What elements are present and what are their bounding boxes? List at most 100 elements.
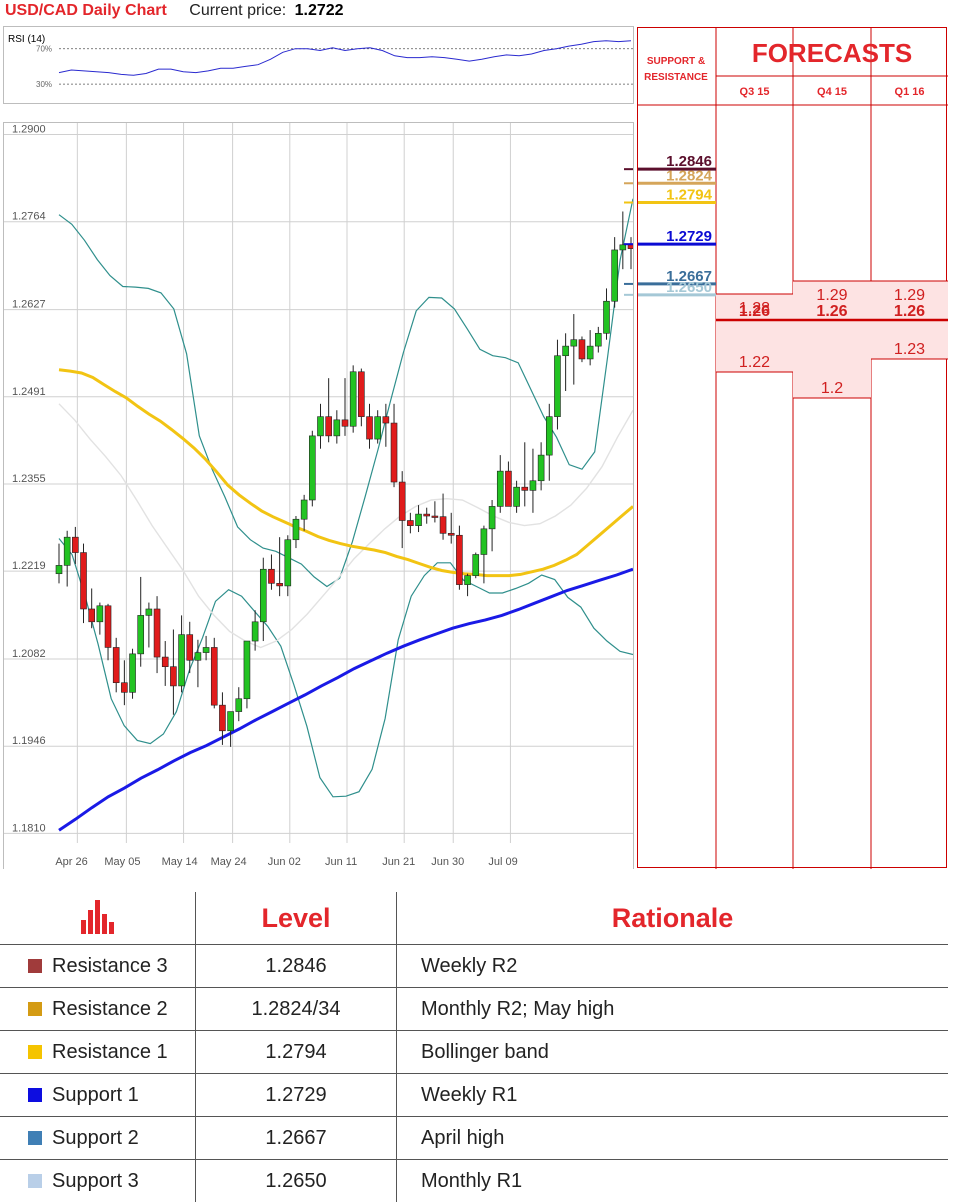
candle-body [603,301,609,333]
level-name: Resistance 3 [52,955,168,977]
level-value: 1.2729 [196,1074,397,1117]
price-chart: 1.29001.27641.26271.24911.23551.22191.20… [4,123,633,869]
level-name-cell: Support 1 [0,1074,196,1117]
candle-body [228,712,234,731]
candle-body [81,553,87,609]
candle-body [219,705,225,731]
level-name: Support 1 [52,1084,139,1106]
candle-body [285,540,291,586]
chart-header: USD/CAD Daily Chart Current price: 1.272… [5,2,344,24]
x-tick-label: Apr 26 [55,856,87,868]
candle-body [375,417,381,439]
forecast-mid-value: 1.26 [739,303,770,320]
level-value: 1.2794 [196,1031,397,1074]
bollinger-upper-line [59,199,633,587]
candle-body [391,423,397,482]
table-header-row: Level Rationale [0,892,948,945]
level-rationale: April high [397,1117,949,1160]
candle-body [72,537,78,552]
x-tick-label: May 24 [211,856,247,868]
candle-body [146,609,152,615]
pair-title: USD/CAD Daily Chart [5,2,167,19]
y-tick-label: 1.2219 [12,560,46,572]
forecast-high-value: 1.29 [816,287,847,304]
candle-body [187,635,193,661]
candle-body [56,565,62,573]
current-price-label: Current price: [189,2,286,19]
y-tick-label: 1.2764 [12,211,46,223]
candle-body [505,471,511,506]
level-value: 1.2846 [196,945,397,988]
y-tick-label: 1.2491 [12,386,46,398]
level-color-swatch [28,1174,42,1188]
y-tick-label: 1.1946 [12,735,46,747]
candle-body [358,372,364,417]
moving-average-yellow-line [59,370,633,576]
candle-body [121,683,127,693]
level-name: Support 3 [52,1170,139,1192]
candle-body [571,340,577,346]
rsi-30-label: 30% [36,80,52,89]
candle-body [514,487,520,506]
x-tick-label: Jun 02 [268,856,301,868]
x-tick-label: Jun 21 [382,856,415,868]
candle-body [628,245,633,249]
candle-body [89,609,95,622]
rationale-header: Rationale [397,892,949,945]
level-color-swatch [28,1088,42,1102]
forecast-low-value: 1.23 [894,341,925,358]
candle-body [554,356,560,417]
candle-body [211,647,217,705]
level-color-swatch [28,1002,42,1016]
candle-body [130,654,136,692]
candle-body [244,641,250,699]
candle-body [546,417,552,455]
forecast-mid-value: 1.26 [816,303,847,320]
y-tick-label: 1.2082 [12,648,46,660]
candle-body [162,657,168,667]
sr-label-line2: RESISTANCE [644,72,708,83]
moving-average-blue-line [59,569,633,830]
candle-body [236,699,242,712]
level-name-cell: Support 2 [0,1117,196,1160]
quarter-label: Q1 16 [895,86,925,98]
candle-body [342,420,348,426]
candle-body [465,576,471,585]
candle-body [293,519,299,540]
candle-body [538,455,544,481]
candle-body [407,521,413,526]
candle-body [473,554,479,575]
current-price-value: 1.2722 [295,2,344,19]
level-header: Level [196,892,397,945]
level-color-swatch [28,959,42,973]
candle-body [301,500,307,519]
rsi-70-label: 70% [36,45,52,54]
candle-body [432,516,438,518]
sr-level-label: 1.2824 [666,167,713,184]
candle-body [489,506,495,528]
candle-body [268,569,274,583]
forecast-low-value: 1.2 [821,380,843,397]
candle-body [497,471,503,506]
quarter-label: Q3 15 [740,86,770,98]
candle-body [595,333,601,346]
candle-body [203,647,209,652]
level-value: 1.2824/34 [196,988,397,1031]
rsi-panel: RSI (14)70%30% [3,26,634,104]
candle-body [587,346,593,359]
forecast-high-value: 1.29 [894,287,925,304]
candle-body [367,417,373,439]
levels-table: Level Rationale Resistance 3 1.2846 Weekly… [0,892,948,1202]
level-name: Resistance 1 [52,1041,168,1063]
y-tick-label: 1.2627 [12,299,46,311]
candle-body [424,514,430,516]
level-rationale: Bollinger band [397,1031,949,1074]
level-rationale: Weekly R1 [397,1074,949,1117]
candle-body [64,537,70,565]
candle-body [612,250,618,301]
candle-body [456,535,462,584]
level-rationale: Monthly R2; May high [397,988,949,1031]
